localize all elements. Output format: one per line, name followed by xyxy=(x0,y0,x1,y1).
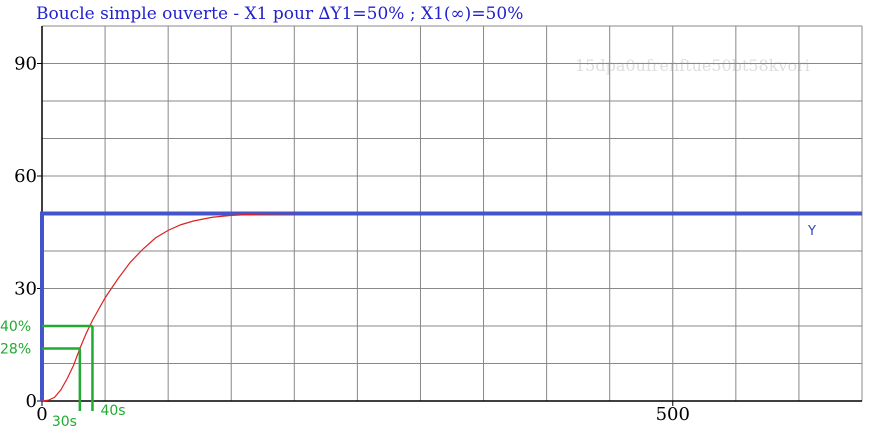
series-line-response xyxy=(41,212,295,402)
series-line-setpoint xyxy=(40,211,862,401)
annotation-label-x: 40s xyxy=(100,403,125,419)
y-tick-label: 90 xyxy=(14,54,37,75)
x-tick-label: 0 xyxy=(36,404,47,425)
x-tick-label: 500 xyxy=(656,404,690,425)
watermark: 15dpa0ufrenftue50bt58kvori xyxy=(575,56,810,75)
y-tick-label: 30 xyxy=(14,279,37,300)
annotation-label-x: 30s xyxy=(52,414,77,430)
annotation-label-y: 40% xyxy=(0,319,31,335)
series-label-y: Y xyxy=(807,224,816,239)
y-tick-label: 0 xyxy=(26,391,37,412)
axis-labels: 0 30 60 90 0 500 Y 40% 40s 28% 30s xyxy=(0,54,816,431)
chart-title: Boucle simple ouverte - X1 pour ∆Y1=50% … xyxy=(36,4,523,24)
plot-area xyxy=(40,211,862,411)
grid xyxy=(37,25,863,406)
y-tick-label: 60 xyxy=(14,166,37,187)
annotation-label-y: 28% xyxy=(0,342,31,358)
